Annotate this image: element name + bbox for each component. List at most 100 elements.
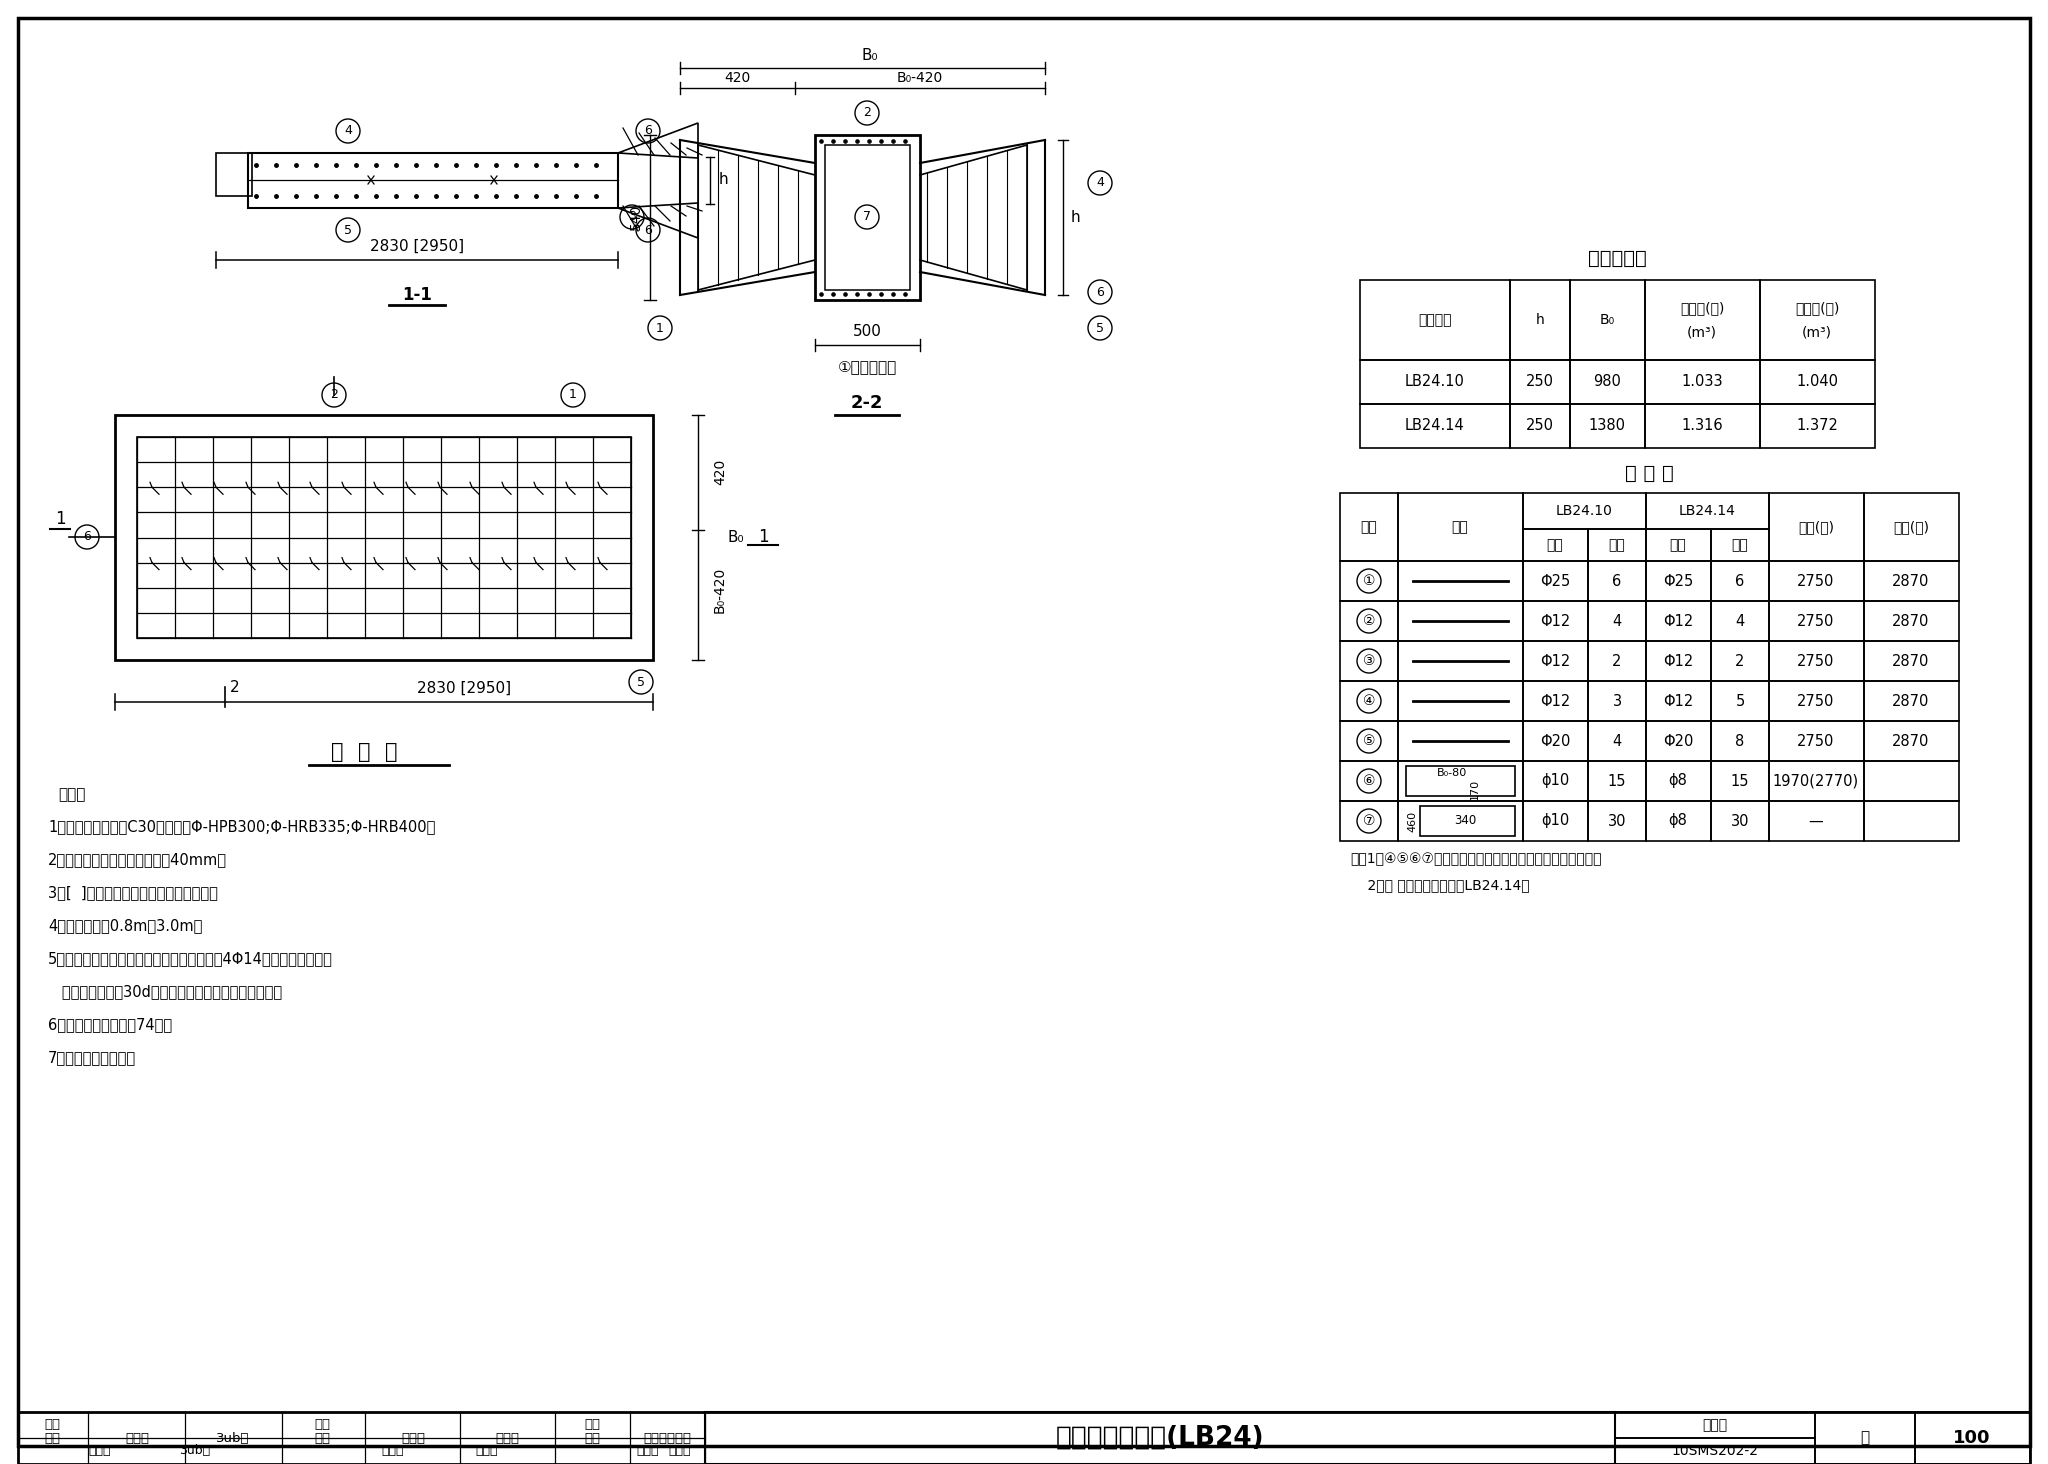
Text: 直径: 直径 [1669,537,1686,552]
Text: 340: 340 [1454,814,1477,827]
Bar [1339,681,1399,720]
Text: 审核: 审核 [43,1419,59,1432]
Bar [1769,681,1864,720]
Bar [1339,761,1399,801]
Bar [248,154,618,208]
Text: Φ12: Φ12 [1663,653,1694,669]
Text: ϕ10: ϕ10 [1540,773,1569,789]
Text: Φ12: Φ12 [1540,613,1571,628]
Bar [1524,681,1587,720]
Text: 6: 6 [1735,574,1745,589]
Text: (m³): (m³) [1688,325,1716,340]
Text: 形式: 形式 [1452,520,1468,534]
Bar [1339,720,1399,761]
Text: 100: 100 [1954,1429,1991,1446]
Text: 8: 8 [1735,733,1745,748]
Bar [1571,280,1645,360]
Text: Φ20: Φ20 [1540,733,1571,748]
Text: 10SMS202-2: 10SMS202-2 [1671,1444,1759,1458]
Text: 420: 420 [713,458,727,485]
Text: 直径: 直径 [1546,537,1563,552]
Text: 刘爱焕: 刘爱焕 [401,1432,426,1445]
Text: 30: 30 [1608,814,1626,829]
Text: ⑦: ⑦ [1362,814,1376,829]
Text: 的长度不应小于30d，并应焊接或绑扎在钢筋骨架上．: 的长度不应小于30d，并应焊接或绑扎在钢筋骨架上． [47,984,283,1000]
Text: 1.316: 1.316 [1681,419,1722,433]
Text: 2870: 2870 [1892,574,1929,589]
Text: 6．梁板模板图详见第74页．: 6．梁板模板图详见第74页． [47,1017,172,1032]
Bar [1710,529,1769,561]
Text: B₀: B₀ [862,47,879,63]
Text: —: — [1808,814,1823,829]
Text: LB24.14: LB24.14 [1679,504,1735,518]
Text: ⑤: ⑤ [1362,733,1376,748]
Bar [1587,720,1647,761]
Bar [1524,761,1587,801]
Text: 2: 2 [862,107,870,120]
Bar [1399,761,1524,801]
Text: 6: 6 [1612,574,1622,589]
Bar [1339,493,1399,561]
Bar [1759,404,1876,448]
Text: 4: 4 [1612,613,1622,628]
Text: 2750: 2750 [1798,613,1835,628]
Bar [1587,529,1647,561]
Text: 冯树健: 冯树健 [637,1445,659,1458]
Bar [1399,493,1524,561]
Text: 1．材料：混凝土为C30；钢筋：Φ-HPB300;Φ-HRB335;Φ-HRB400．: 1．材料：混凝土为C30；钢筋：Φ-HPB300;Φ-HRB335;Φ-HRB4… [47,820,436,834]
Text: 460: 460 [1407,811,1417,832]
Bar [1647,641,1710,681]
Text: 冯利建: 冯利建 [670,1445,692,1458]
Bar [1647,529,1710,561]
Text: ①号钢筋范围: ①号钢筋范围 [838,360,897,375]
Text: 1: 1 [569,388,578,401]
Text: (m³): (m³) [1802,325,1833,340]
Text: 5: 5 [1096,322,1104,334]
Text: 3ub络: 3ub络 [180,1445,211,1458]
Text: 1: 1 [55,509,66,529]
Text: h: h [719,173,727,187]
Text: ⑥: ⑥ [1362,774,1376,788]
Text: 刘爱焕: 刘爱焕 [381,1445,403,1458]
Text: 250: 250 [1526,375,1554,389]
Bar [1645,280,1759,360]
Text: 钢 筋 表: 钢 筋 表 [1624,464,1673,483]
Bar [1524,493,1647,529]
Text: 检查井梁板配筋(LB24): 检查井梁板配筋(LB24) [1055,1424,1264,1451]
Text: 2750: 2750 [1798,694,1835,709]
Text: 2: 2 [330,388,338,401]
Text: 6: 6 [84,530,90,543]
Bar [1616,1438,1815,1464]
Text: Φ12: Φ12 [1540,653,1571,669]
Bar [1647,801,1710,840]
Text: Φ25: Φ25 [1663,574,1694,589]
Text: 5: 5 [344,224,352,237]
Bar [1864,493,1960,561]
Text: 王长祥: 王长祥 [125,1432,150,1445]
Text: 校对: 校对 [313,1419,330,1432]
Bar [1864,681,1960,720]
Text: ϕ8: ϕ8 [1669,814,1688,829]
Bar [215,154,252,196]
Text: 3: 3 [1612,694,1622,709]
Text: LB24.14: LB24.14 [1405,419,1464,433]
Text: 500: 500 [852,324,881,338]
Bar [1647,561,1710,602]
Bar [1710,681,1769,720]
Bar [1645,404,1759,448]
Text: 30: 30 [1731,814,1749,829]
Text: Φ12: Φ12 [1663,694,1694,709]
Bar [1524,801,1587,840]
Bar [1645,360,1759,404]
Text: 4: 4 [1612,733,1622,748]
Text: 4: 4 [1735,613,1745,628]
Bar [1399,720,1524,761]
Text: 170: 170 [1470,779,1481,799]
Text: 2750: 2750 [1798,574,1835,589]
Text: 4: 4 [344,124,352,138]
Text: 5: 5 [1735,694,1745,709]
Bar [1360,280,1509,360]
Text: 冯树健冯利建: 冯树健冯利建 [643,1432,690,1445]
Text: Φ20: Φ20 [1663,733,1694,748]
Text: h: h [1536,313,1544,326]
